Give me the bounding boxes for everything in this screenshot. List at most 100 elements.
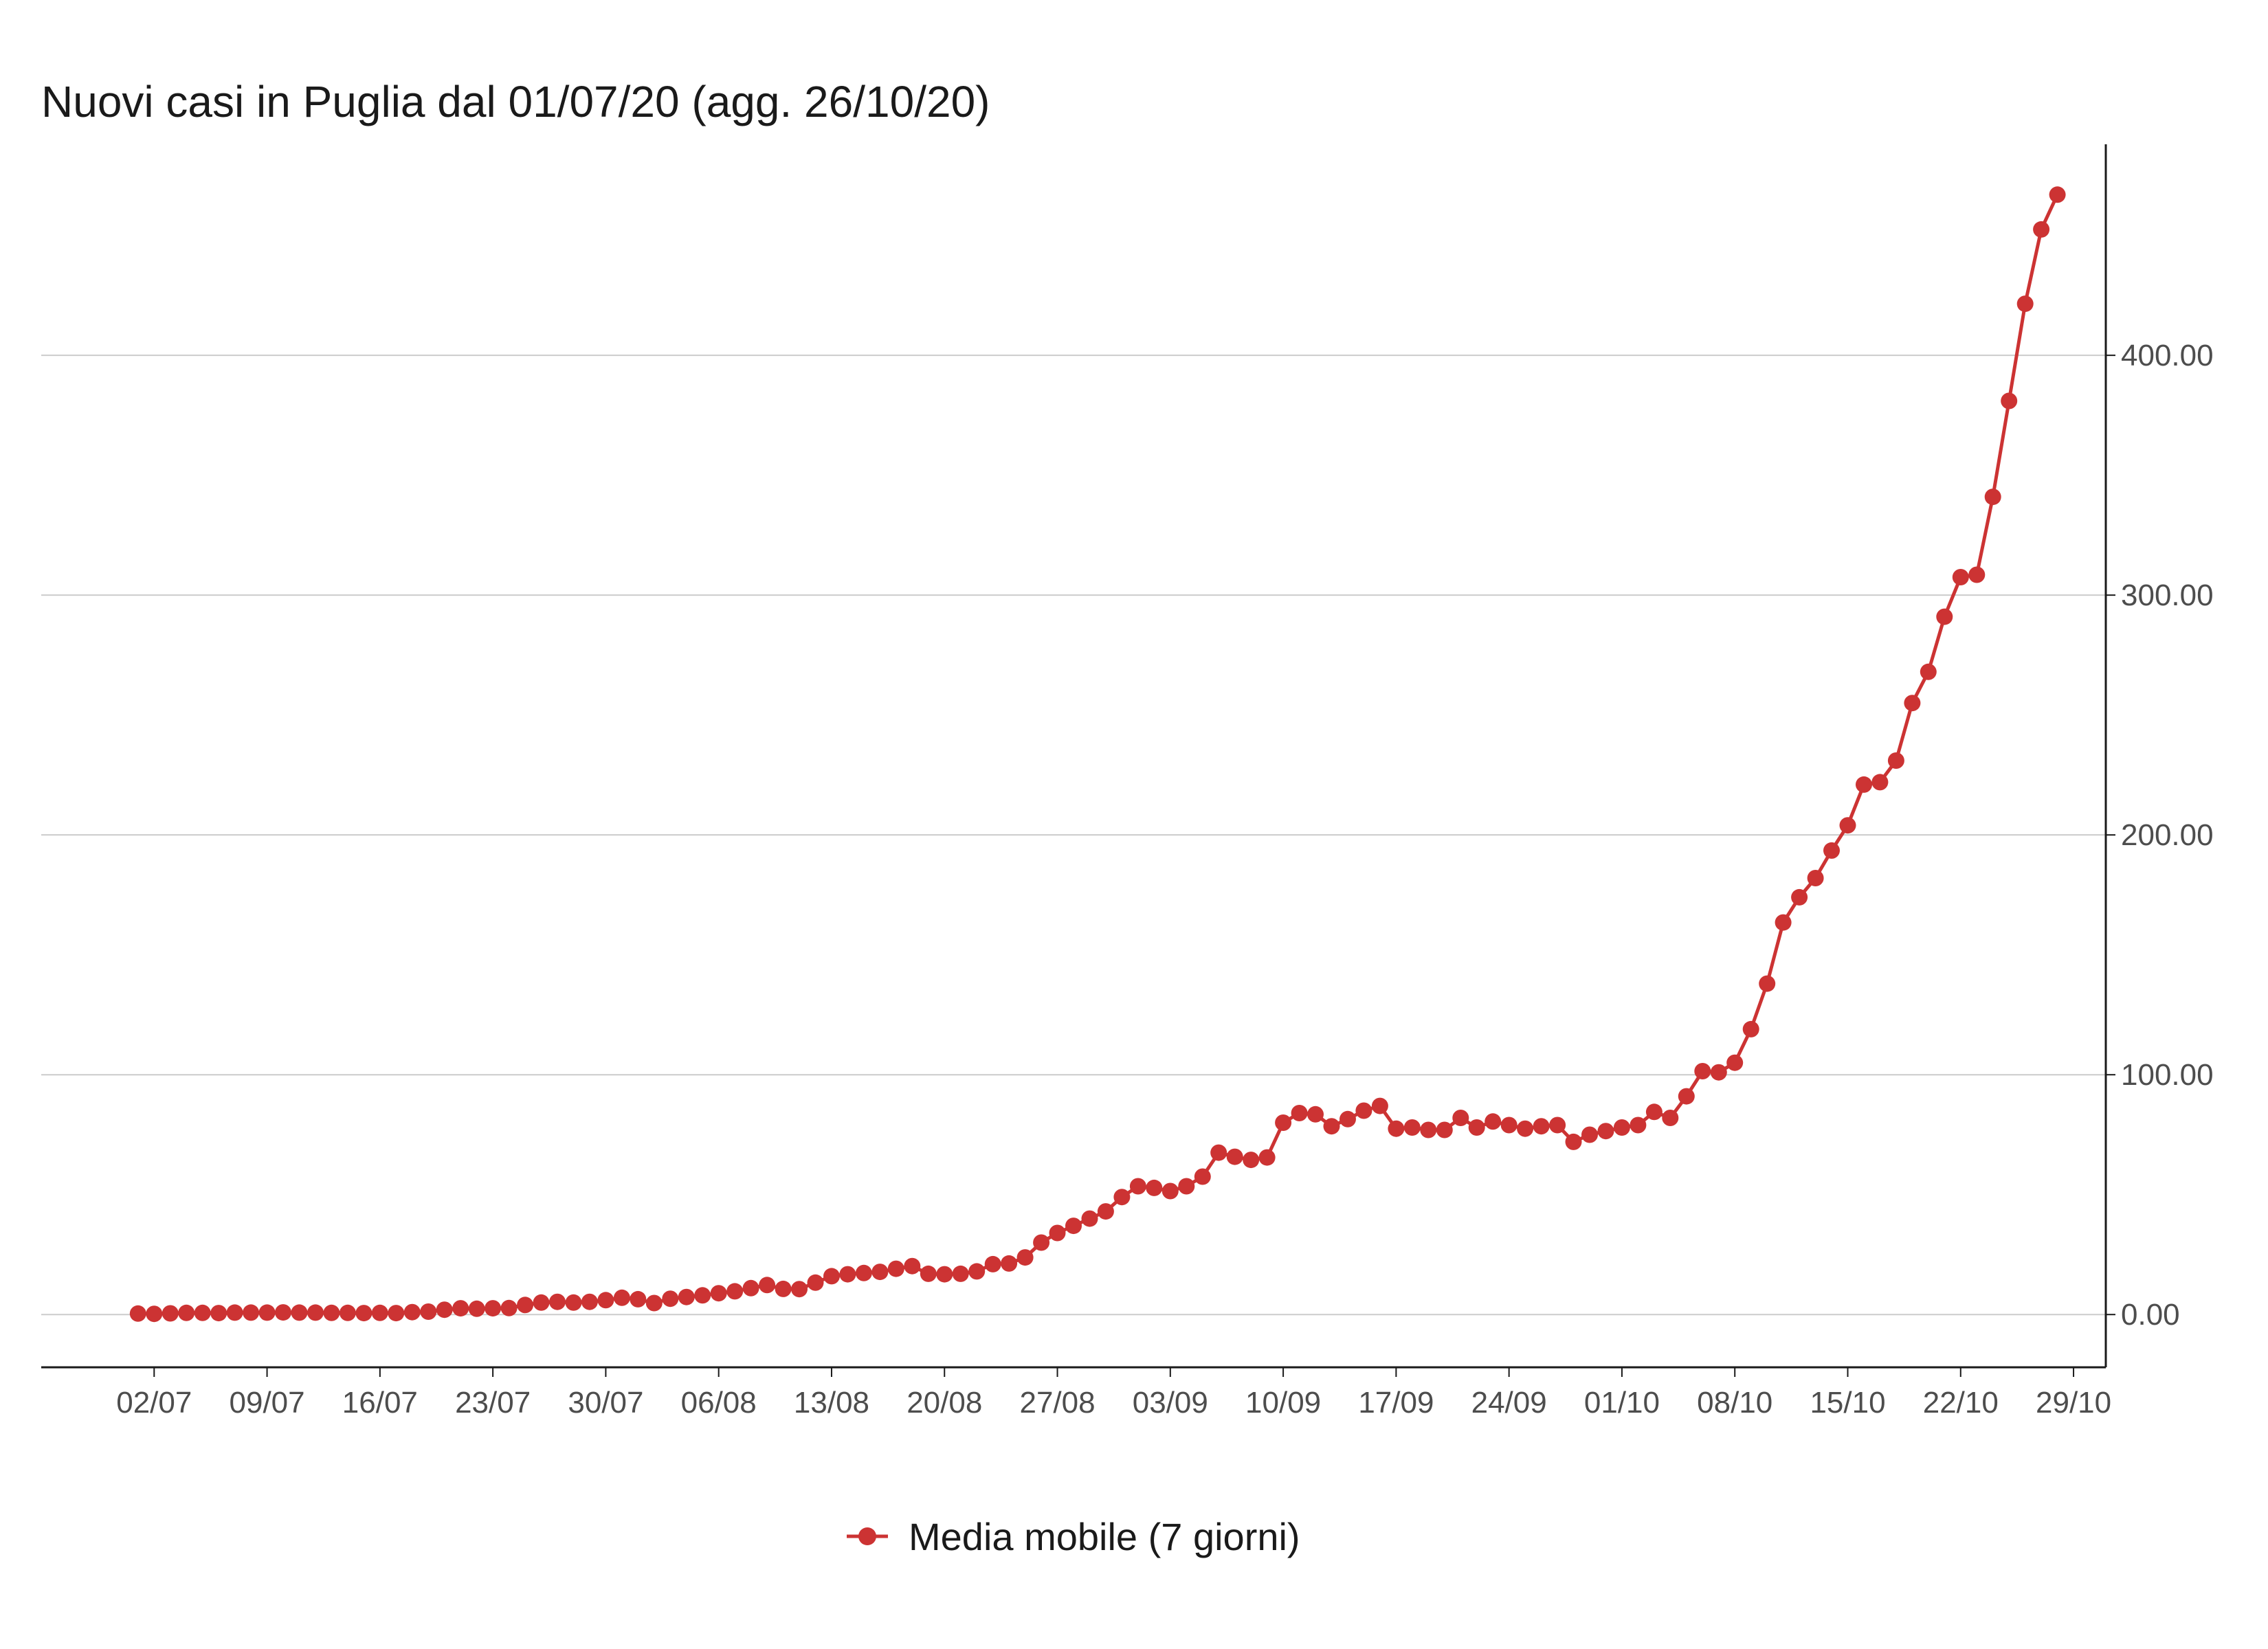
data-point	[1920, 663, 1937, 680]
data-point	[1226, 1148, 1243, 1165]
data-point	[339, 1304, 356, 1321]
legend-label: Media mobile (7 giorni)	[909, 1515, 1300, 1558]
y-axis-ticks: 0.00 100.00 200.00 300.00 400.00	[2106, 339, 2214, 1332]
data-point	[1500, 1117, 1517, 1134]
data-point	[1710, 1064, 1727, 1081]
data-point	[275, 1304, 291, 1321]
data-point	[1613, 1119, 1630, 1136]
data-point	[1807, 870, 1824, 886]
data-point	[1565, 1133, 1582, 1150]
data-point	[468, 1300, 485, 1317]
data-point	[1355, 1102, 1372, 1119]
data-point	[1936, 608, 1953, 625]
data-point	[694, 1287, 711, 1304]
data-point	[742, 1279, 759, 1297]
y-tick-label: 300.00	[2121, 579, 2214, 612]
data-point	[1791, 888, 1808, 906]
x-tick-label: 09/07	[230, 1386, 305, 1420]
data-point	[291, 1304, 308, 1321]
data-point	[1726, 1054, 1744, 1071]
data-point	[1694, 1063, 1711, 1079]
data-point	[162, 1305, 179, 1322]
data-point	[1258, 1149, 1276, 1166]
data-point	[2049, 186, 2066, 203]
data-point	[1033, 1234, 1050, 1251]
data-point	[871, 1264, 889, 1281]
data-point	[968, 1263, 986, 1280]
data-point	[1468, 1119, 1485, 1136]
data-point	[1371, 1097, 1388, 1114]
data-point	[855, 1264, 872, 1281]
data-point	[678, 1288, 695, 1305]
data-point	[807, 1274, 824, 1291]
data-point	[436, 1301, 453, 1319]
x-tick-label: 23/07	[455, 1386, 531, 1420]
data-point	[355, 1305, 373, 1322]
data-point	[1533, 1118, 1550, 1135]
data-point	[1081, 1210, 1098, 1227]
data-point	[1161, 1182, 1179, 1200]
x-tick-label: 30/07	[568, 1386, 643, 1420]
data-point	[920, 1265, 937, 1282]
data-point	[1243, 1152, 1260, 1169]
data-point	[1049, 1224, 1066, 1242]
data-point	[1581, 1126, 1598, 1143]
series-line	[137, 194, 2059, 1316]
data-point	[452, 1300, 469, 1317]
data-point	[1839, 817, 1856, 834]
grid-lines	[41, 355, 2106, 1316]
data-point	[533, 1294, 550, 1311]
data-point	[1952, 569, 1969, 585]
data-point	[726, 1283, 744, 1300]
data-point	[371, 1304, 388, 1321]
data-point	[2001, 392, 2018, 410]
data-point	[1630, 1117, 1647, 1134]
data-point	[1339, 1110, 1356, 1128]
data-point	[517, 1297, 534, 1314]
data-point	[1146, 1179, 1163, 1196]
data-point	[1129, 1178, 1146, 1195]
data-point	[1904, 695, 1921, 712]
x-tick-label: 02/07	[116, 1386, 192, 1420]
data-point	[1968, 566, 1986, 583]
data-point	[662, 1290, 679, 1308]
x-tick-label: 01/10	[1584, 1386, 1660, 1420]
data-point	[791, 1281, 808, 1298]
data-point	[645, 1294, 663, 1312]
data-point	[1001, 1255, 1018, 1272]
x-tick-label: 13/08	[794, 1386, 869, 1420]
y-tick-label: 400.00	[2121, 339, 2214, 372]
data-point	[210, 1305, 227, 1322]
data-point	[1210, 1144, 1227, 1161]
x-tick-label: 03/09	[1133, 1386, 1208, 1420]
data-point	[710, 1285, 727, 1302]
data-point	[1597, 1123, 1614, 1140]
data-point	[1775, 914, 1792, 931]
data-point	[887, 1260, 904, 1277]
data-point	[1452, 1110, 1469, 1126]
x-tick-label: 16/07	[342, 1386, 418, 1420]
data-point	[307, 1304, 324, 1321]
data-point	[243, 1304, 260, 1321]
data-point	[1291, 1105, 1308, 1121]
data-point	[178, 1304, 195, 1321]
data-point	[936, 1266, 953, 1283]
data-point	[1420, 1121, 1437, 1138]
data-point	[1517, 1120, 1534, 1137]
data-point	[1887, 752, 1904, 769]
data-point	[759, 1277, 776, 1294]
x-tick-label: 06/08	[681, 1386, 757, 1420]
x-tick-label: 22/10	[1923, 1386, 1999, 1420]
data-point	[2016, 295, 2034, 313]
y-tick-label: 100.00	[2121, 1058, 2214, 1092]
data-point	[1856, 776, 1872, 793]
data-point	[1549, 1117, 1566, 1134]
data-point	[129, 1305, 146, 1322]
data-point	[194, 1304, 211, 1321]
data-point	[420, 1303, 437, 1320]
data-point	[775, 1280, 792, 1297]
data-point	[403, 1303, 421, 1321]
x-tick-label: 10/09	[1245, 1386, 1321, 1420]
data-point	[146, 1305, 163, 1323]
